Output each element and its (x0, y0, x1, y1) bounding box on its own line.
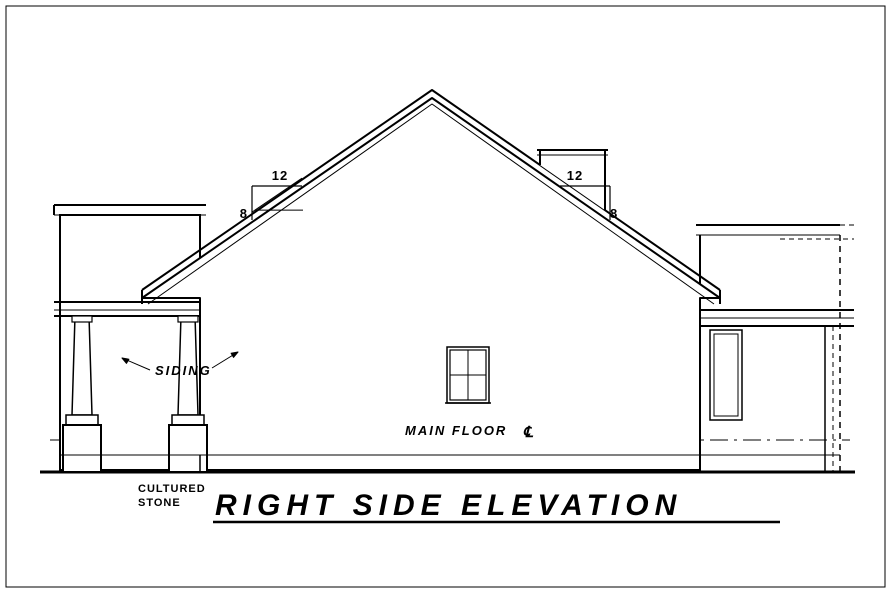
svg-text:8: 8 (610, 206, 618, 221)
svg-text:CULTURED: CULTURED (138, 483, 206, 495)
svg-text:STONE: STONE (138, 497, 181, 509)
svg-text:12: 12 (272, 168, 288, 183)
svg-text:SIDING: SIDING (155, 363, 212, 378)
svg-text:MAIN FLOOR: MAIN FLOOR (405, 423, 507, 438)
svg-text:℄: ℄ (523, 424, 535, 441)
drawing-title: RIGHT SIDE ELEVATION (215, 489, 682, 522)
svg-text:8: 8 (240, 206, 248, 221)
svg-text:12: 12 (567, 168, 583, 183)
right-side-elevation: 12 8 12 8 SIDING MAIN FLOOR ℄ CULTURED STONE RIGH… (0, 0, 891, 593)
